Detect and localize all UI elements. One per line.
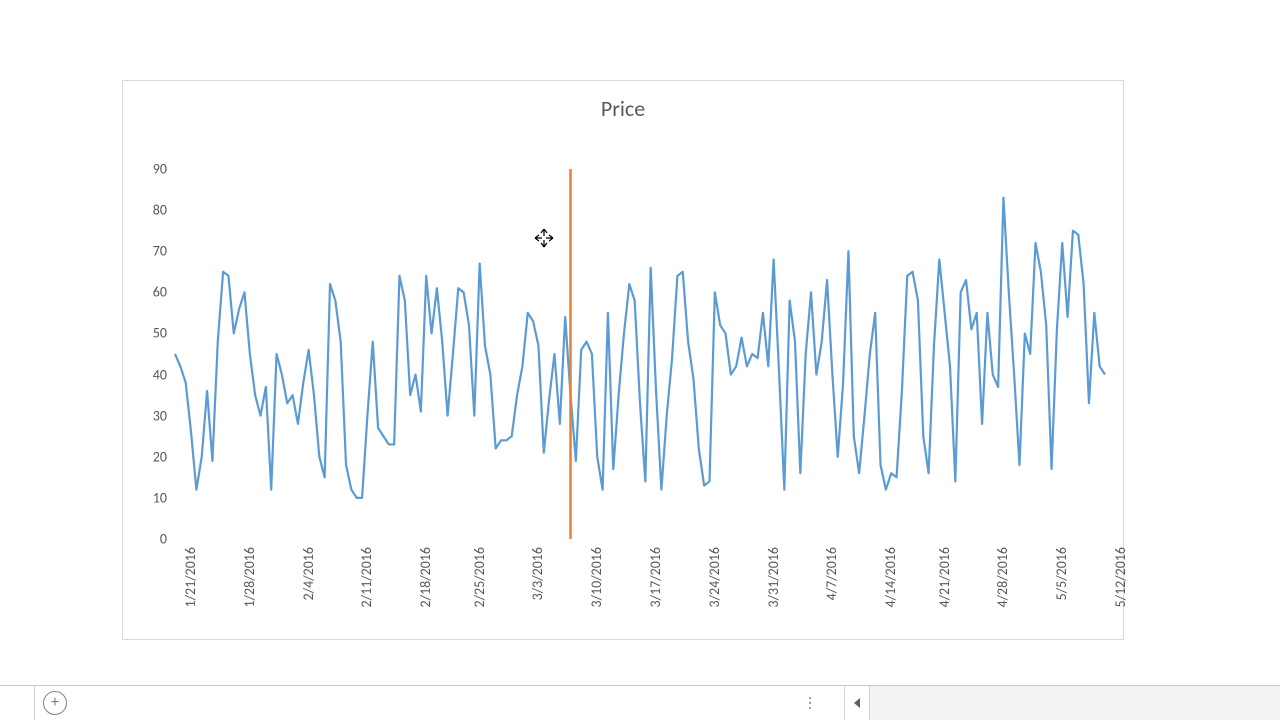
x-tick-label: 3/10/2016 <box>588 547 605 607</box>
add-sheet-button[interactable]: + <box>40 688 70 718</box>
x-tick-label: 1/28/2016 <box>241 547 258 607</box>
x-tick-label: 5/5/2016 <box>1053 547 1070 600</box>
x-tick-label: 4/14/2016 <box>882 547 899 607</box>
bottom-bar: + <box>0 685 1280 720</box>
x-tick-label: 3/31/2016 <box>765 547 782 607</box>
scroll-left-button[interactable] <box>844 686 870 720</box>
bottom-bar-left-cap <box>0 686 35 720</box>
scroll-grip[interactable] <box>804 686 816 720</box>
x-tick-label: 4/7/2016 <box>823 547 840 600</box>
x-tick-label: 3/17/2016 <box>647 547 664 607</box>
x-axis-labels: 1/21/2016 1/28/2016 2/4/2016 2/11/2016 2/18/… <box>123 81 1123 639</box>
x-tick-label: 4/28/2016 <box>994 547 1011 607</box>
horizontal-scroll-track[interactable] <box>869 686 1280 720</box>
x-tick-label: 2/11/2016 <box>358 547 375 607</box>
x-tick-label: 2/4/2016 <box>300 547 317 600</box>
x-tick-label: 4/21/2016 <box>936 547 953 607</box>
x-tick-label: 2/25/2016 <box>471 547 488 607</box>
plus-icon: + <box>43 691 67 715</box>
x-tick-label: 2/18/2016 <box>417 547 434 607</box>
x-tick-label: 3/3/2016 <box>529 547 546 600</box>
x-tick-label: 1/21/2016 <box>182 547 199 607</box>
x-tick-label: 3/24/2016 <box>706 547 723 607</box>
x-tick-label: 5/12/2016 <box>1112 547 1129 607</box>
chart-container[interactable]: Price 0102030405060708090 1/21/20161/28/… <box>122 80 1124 640</box>
